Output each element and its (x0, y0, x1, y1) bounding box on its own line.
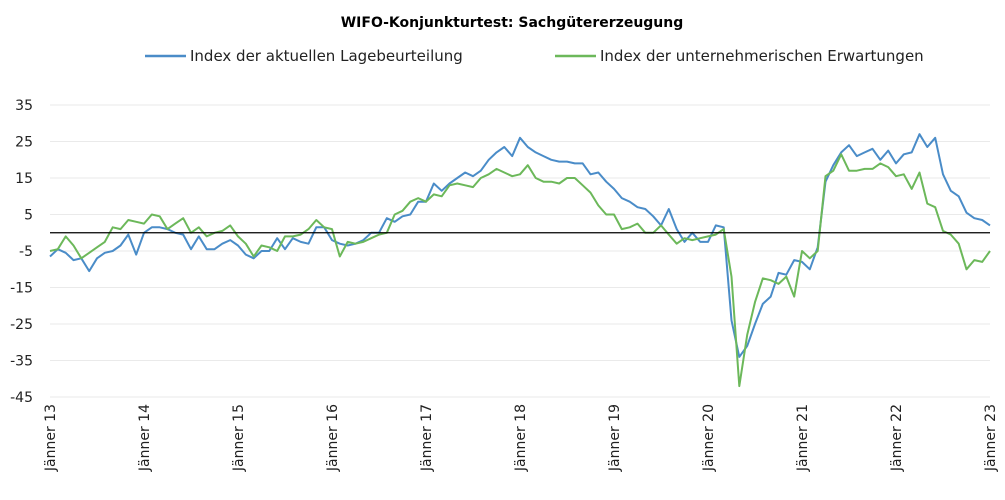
x-tick-label-1: Jänner 14 (137, 404, 153, 472)
x-tick-label-5: Jänner 18 (513, 404, 529, 472)
chart-title: WIFO-Konjunkturtest: Sachgütererzeugung (341, 15, 684, 31)
y-tick-label-4: -5 (19, 244, 33, 260)
x-tick-label-6: Jänner 19 (607, 404, 623, 472)
legend-label-lagebeurteilung: Index der aktuellen Lagebeurteilung (190, 47, 463, 65)
y-tick-label-0: 35 (15, 98, 33, 114)
y-tick-label-5: -15 (10, 281, 33, 297)
y-tick-label-6: -25 (10, 317, 33, 333)
x-tick-label-4: Jänner 17 (419, 404, 435, 472)
y-tick-label-2: 15 (15, 171, 33, 187)
x-tick-label-0: Jänner 13 (43, 404, 59, 472)
y-tick-label-1: 25 (15, 135, 33, 151)
x-axis-ticks: Jänner 13 Jänner 14 Jänner 15 Jänner 16 Jänn… (43, 404, 999, 472)
x-tick-label-8: Jänner 21 (795, 404, 811, 472)
x-tick-label-3: Jänner 16 (325, 404, 341, 472)
series-line-1 (49, 153, 991, 388)
x-tick-label-9: Jänner 22 (889, 404, 905, 472)
legend-label-erwartungen: Index der unternehmerischen Erwartungen (600, 47, 924, 65)
x-tick-label-10: Jänner 23 (983, 404, 999, 472)
y-tick-label-7: -35 (10, 354, 33, 370)
series-line-0 (49, 133, 991, 358)
series-lines (49, 133, 991, 388)
gridlines (50, 104, 990, 398)
y-tick-label-3: 5 (24, 208, 33, 224)
x-tick-label-7: Jänner 20 (701, 404, 717, 472)
y-axis-ticks: 35 25 15 5 -5 -15 -25 -35 -45 (10, 98, 33, 406)
legend: Index der aktuellen Lagebeurteilung Inde… (145, 47, 924, 65)
x-tick-label-2: Jänner 15 (231, 404, 247, 472)
y-tick-label-8: -45 (10, 390, 33, 406)
